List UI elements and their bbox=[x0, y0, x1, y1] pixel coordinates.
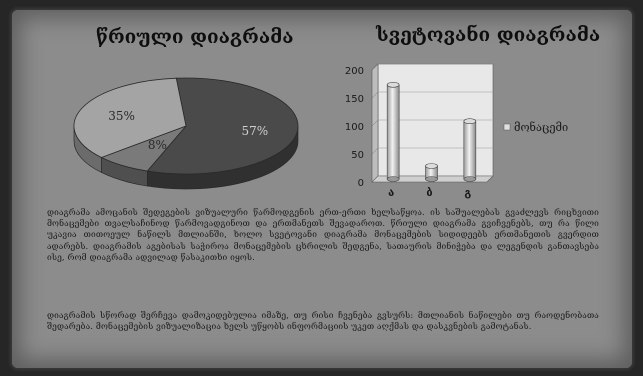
grid-diag-1 bbox=[371, 147, 379, 155]
pie-chart-title: წრიული დიაგრამა bbox=[96, 26, 294, 48]
bar-3 bbox=[463, 120, 477, 180]
pie-slice-label-1: 57% bbox=[241, 124, 268, 138]
pie-slice-label-2: 8% bbox=[148, 138, 167, 152]
y-tick-label-1: 50 bbox=[351, 150, 364, 161]
y-tick-label-3: 150 bbox=[345, 94, 364, 105]
bar-base-1 bbox=[386, 176, 400, 182]
legend-label: მონაცემი bbox=[514, 121, 568, 134]
y-tick-label-2: 100 bbox=[345, 122, 364, 133]
grid-diag-3 bbox=[371, 91, 379, 99]
pie-chart: 57% 8% 35% bbox=[73, 77, 299, 190]
grid-diag-0 bbox=[371, 175, 379, 183]
grid-diag-4 bbox=[371, 63, 379, 71]
legend-swatch bbox=[503, 123, 511, 131]
parchment-background bbox=[12, 10, 632, 368]
pie-slice-3 bbox=[73, 77, 187, 158]
bar-1 bbox=[386, 84, 400, 180]
pie-slice-label-3: 35% bbox=[108, 109, 135, 123]
bar-top-1 bbox=[386, 82, 400, 88]
x-tick-label-1: ა bbox=[388, 186, 394, 199]
x-tick-label-3: გ bbox=[464, 186, 471, 199]
bar-base-3 bbox=[463, 176, 477, 182]
body-paragraph-1: დიაგრამა ამოცანის შედეგების ვიზუალური წა… bbox=[47, 207, 599, 262]
pie-slice-1 bbox=[146, 77, 299, 175]
bar-chart-title: სვეტოვანი დიაგრამა bbox=[376, 24, 601, 46]
bar-chart: 0 50 100 150 200 ა ბ გ მონაცემი bbox=[345, 63, 568, 199]
x-tick-label-2: ბ bbox=[426, 186, 432, 199]
grid-diag-2 bbox=[371, 119, 379, 127]
bar-top-3 bbox=[463, 118, 477, 124]
body-paragraph-2: დიაგრამის სწორად შერჩევა დამოკიდებულია ი… bbox=[47, 310, 599, 332]
y-tick-label-4: 200 bbox=[345, 66, 364, 77]
bar-top-2 bbox=[425, 163, 438, 169]
y-tick-label-0: 0 bbox=[358, 178, 364, 189]
bar-base-2 bbox=[425, 176, 438, 182]
